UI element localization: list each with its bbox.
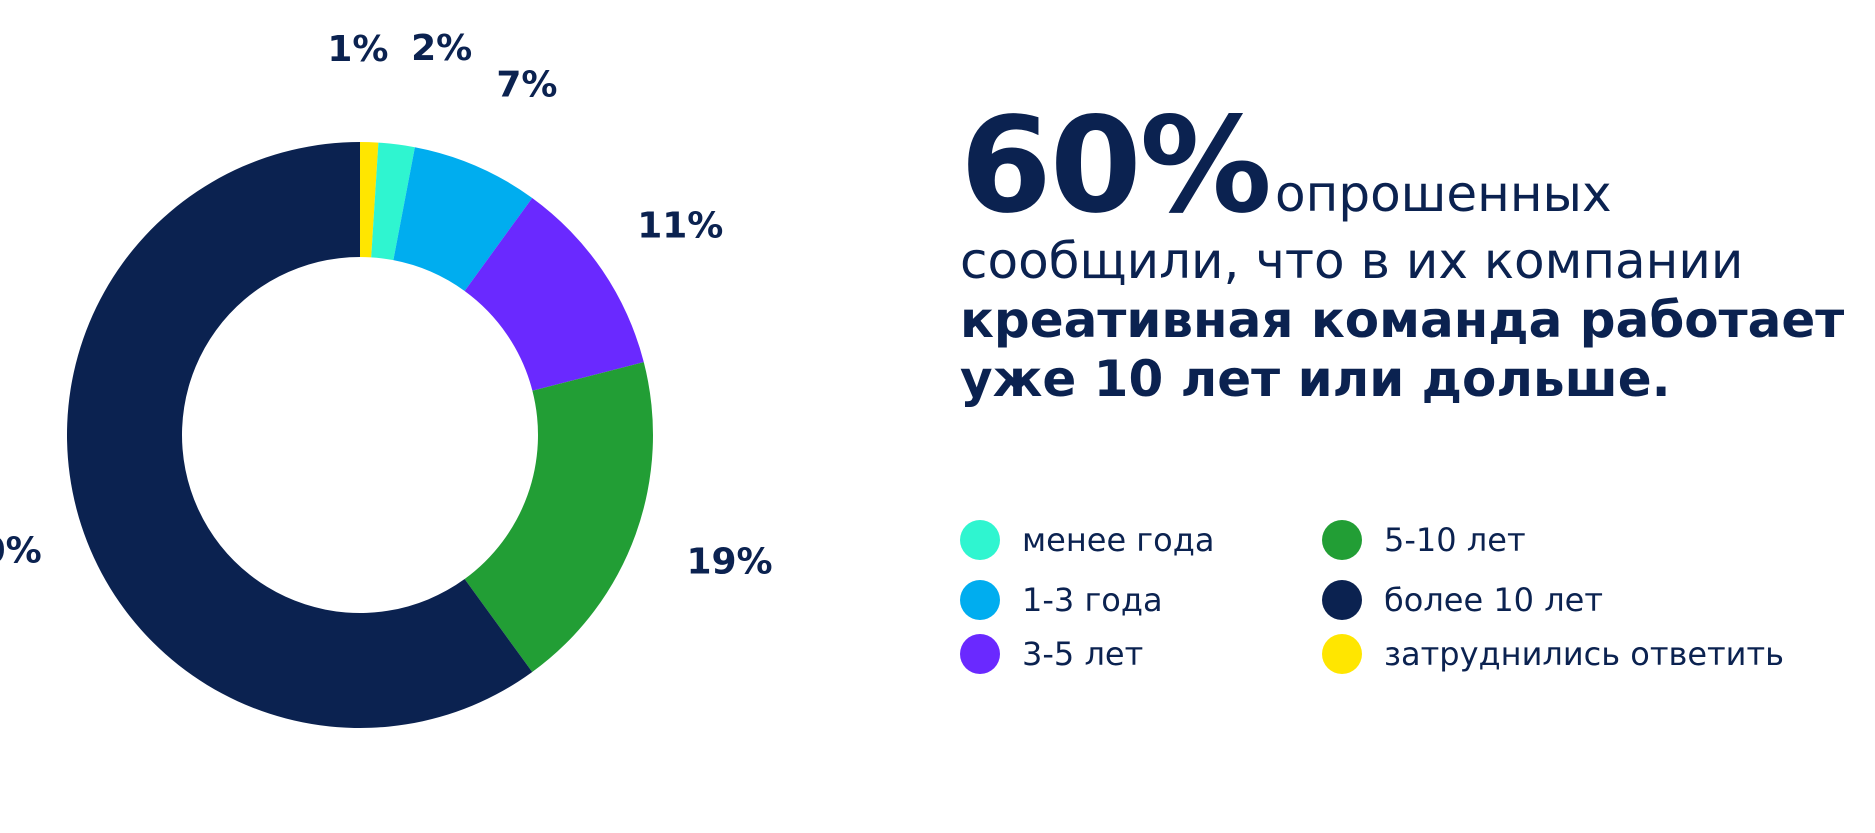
legend-label: менее года	[1022, 521, 1215, 559]
donut-slice	[371, 142, 415, 261]
donut-slice	[464, 197, 644, 391]
legend-label: 1-3 года	[1022, 581, 1163, 619]
legend-swatch	[1322, 520, 1362, 560]
slice-label: 7%	[496, 64, 557, 105]
legend-item: 1-3 года	[960, 580, 1163, 620]
donut-chart: 1% 2% 7% 11% 19% 60%	[0, 28, 773, 729]
legend-item: менее года	[960, 520, 1214, 560]
slice-label: 2%	[411, 28, 472, 69]
legend-label: более 10 лет	[1384, 581, 1603, 619]
legend-swatch	[960, 520, 1000, 560]
legend-swatch	[1322, 580, 1362, 620]
legend-item: затруднились ответить	[1322, 634, 1784, 674]
slice-label: 11%	[637, 205, 723, 246]
legend-item: более 10 лет	[1322, 580, 1603, 620]
headline: 60% опрошенных сообщили, что в их компан…	[960, 100, 1860, 409]
donut-slice	[66, 141, 533, 729]
donut-slice	[393, 147, 533, 291]
legend-item: 5-10 лет	[1322, 520, 1526, 560]
headline-line1-rest: опрошенных	[1275, 165, 1612, 223]
headline-line3: креативная команда работает	[960, 291, 1845, 349]
legend-swatch	[1322, 634, 1362, 674]
slice-label: 19%	[686, 542, 772, 583]
headline-line4: уже 10 лет или дольше.	[960, 350, 1671, 408]
legend-item: 3-5 лет	[960, 634, 1143, 674]
headline-big-value: 60%	[960, 89, 1272, 243]
legend-swatch	[960, 580, 1000, 620]
legend-label: 3-5 лет	[1022, 635, 1144, 673]
donut-slice	[360, 142, 379, 258]
legend-label: затруднились ответить	[1384, 635, 1784, 673]
donut-slice	[464, 362, 653, 673]
legend-swatch	[960, 634, 1000, 674]
legend-label: 5-10 лет	[1384, 521, 1526, 559]
slice-label: 1%	[327, 29, 388, 70]
headline-line2: сообщили, что в их компании	[960, 232, 1744, 290]
slice-label: 60%	[0, 530, 42, 571]
